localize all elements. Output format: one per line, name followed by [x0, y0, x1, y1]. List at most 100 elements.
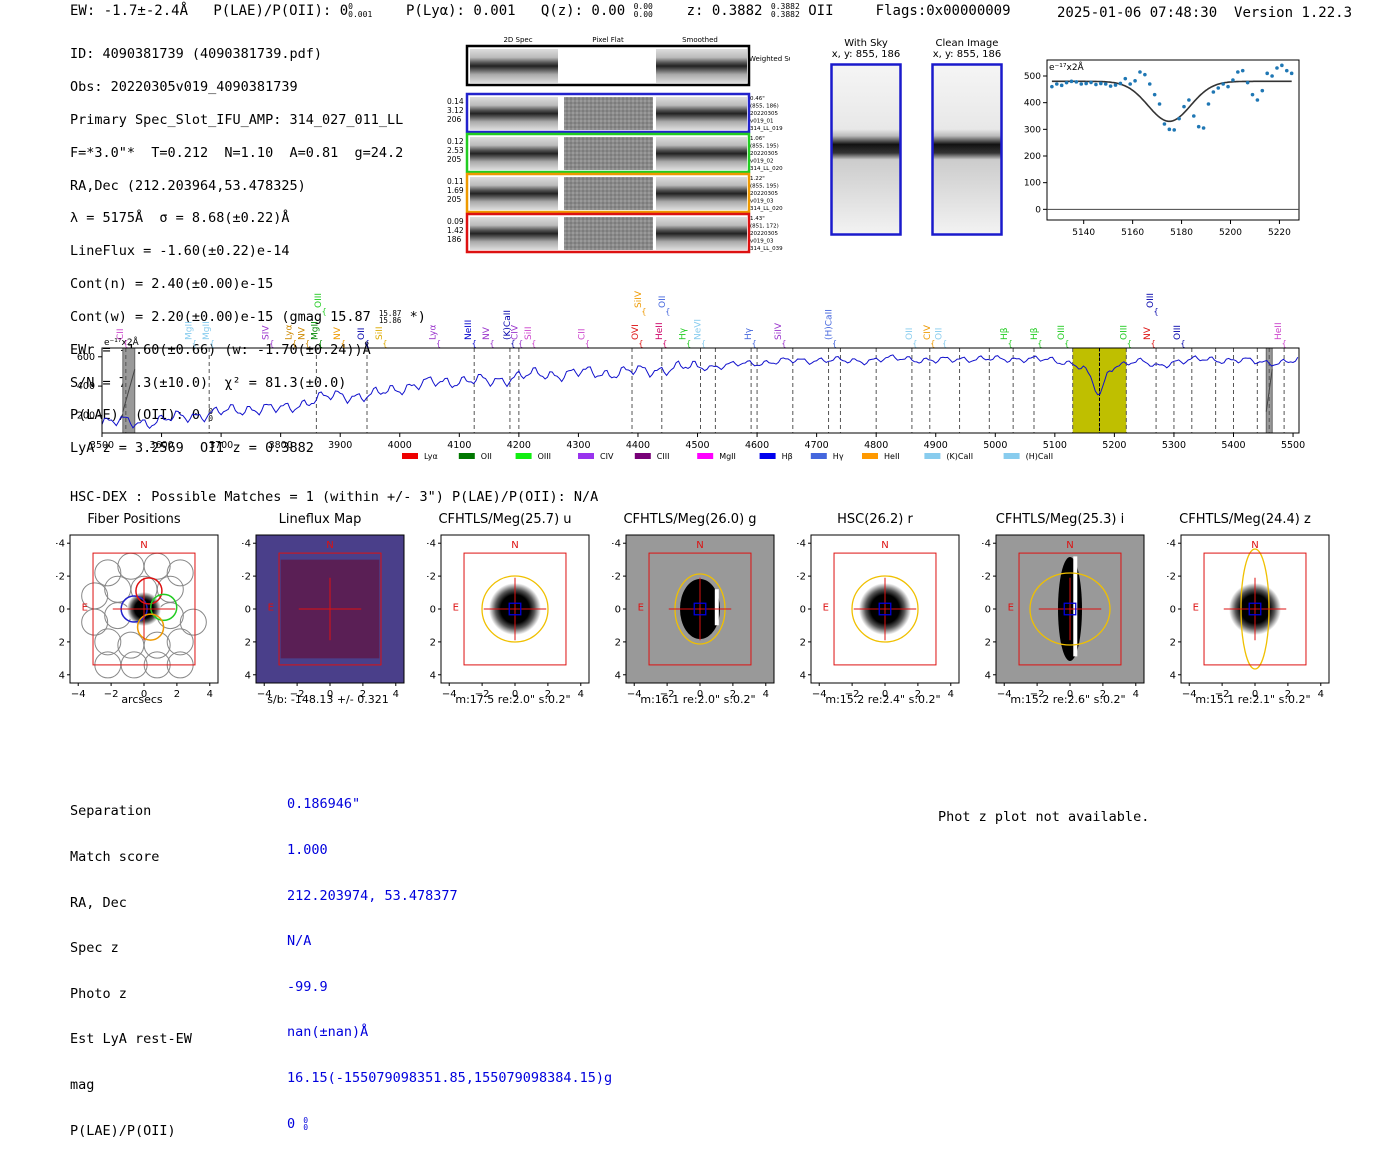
cutout-image: N E 4 −4 2 −2 0 0 −2 2 −4 4 [50, 534, 219, 700]
spec-line-marker: SIV [262, 325, 272, 340]
spec-xtick-label: 5300 [1162, 440, 1186, 451]
spec2d-row-right-label: 314_LL_039 [750, 246, 783, 252]
info-radec: RA,Dec (212.203964,53.478325) [70, 177, 306, 194]
spec-line-marker: SiIV [634, 290, 644, 308]
fit-data-point [1231, 78, 1235, 82]
cutout-ytick-label: 0 [1170, 605, 1176, 616]
spec-xtick-label: 5500 [1281, 440, 1305, 451]
spec-line-marker: Hγ [679, 327, 689, 340]
spec2d-col-smoothed: Smoothed [682, 36, 718, 44]
cutout-north-label: N [140, 540, 147, 551]
fiber-circle [143, 631, 171, 659]
cutout-ytick-label: −4 [797, 539, 806, 550]
fiber-red [135, 577, 163, 605]
cutout-xtick-label: 4 [1318, 689, 1324, 699]
cutout-xtick-label: 2 [915, 689, 921, 699]
cutout-xtick-label: 0 [141, 689, 147, 699]
spec2d-row-smooth [656, 137, 747, 170]
fiber-circle [166, 559, 194, 587]
spec-legend-label: (H)CaII [1026, 452, 1053, 461]
cutout-ytick-label: 2 [59, 637, 65, 648]
spec-line-marker-bracket: { [490, 339, 495, 348]
cutout-title: CFHTLS/Meg(25.7) u [438, 512, 572, 527]
fiber-circle [94, 628, 122, 656]
spec-line-marker: CII [116, 328, 126, 340]
header-right: 2025-01-06 07:48:30 Version 1.22.3 [1057, 5, 1352, 21]
match-label-score: Match score [70, 849, 160, 866]
fit-ytick-label: 300 [1024, 125, 1041, 135]
fit-data-point [1236, 70, 1240, 74]
match-value-ew: nan(±nan)Å [287, 1024, 369, 1041]
spec-legend-swatch [1003, 453, 1020, 459]
match-value-photoz: -99.9 [287, 978, 328, 995]
match-value-specz: N/A [287, 933, 312, 950]
cutout-ytick-label: 0 [800, 605, 806, 616]
spec-legend-swatch [810, 453, 827, 459]
spec-line-marker: OIII [1119, 325, 1129, 340]
spec-xtick-label: 3500 [90, 440, 114, 451]
spec2d-row-right-label: 1.43" [750, 216, 765, 222]
spec-line-marker: OII [935, 328, 945, 340]
spec-line-marker-bracket: { [585, 339, 590, 348]
match-labels: Separation Match score RA, Dec Spec z Ph… [70, 774, 192, 1154]
clean-xy: x, y: 855, 186 [932, 49, 1002, 60]
spec2d-row-smooth [656, 217, 747, 250]
match-value-separation: 0.186946" [287, 796, 361, 813]
cutout-search-box [648, 552, 752, 666]
cutout-ytick-label: 4 [245, 670, 251, 681]
fit-data-point [1284, 68, 1289, 73]
match-value-plae-sub: 0 [303, 1122, 309, 1132]
header-flags: Flags:0x00000009 [875, 3, 1011, 19]
spec-line-marker-bracket: { [1127, 339, 1132, 348]
fit-data-point [1211, 90, 1216, 94]
cutout-search-box [92, 552, 196, 666]
cutout-xtick-label: −2 [1215, 689, 1230, 699]
spec-line-marker-bracket: { [305, 339, 310, 348]
cutout-search-box [463, 552, 567, 666]
cutout-caption: m:15.2 re:2.6" s:0.2" [1010, 693, 1126, 706]
fit-data-point [1138, 70, 1142, 74]
cutout-xtick-label: 2 [545, 689, 551, 699]
cutout-ytick-label: −4 [427, 539, 436, 550]
cutout-search-box [833, 552, 937, 666]
cutout-search-box [1018, 552, 1122, 666]
header-plae: P(LAE)/P(OII): 0 [213, 3, 349, 19]
match-value-radec: 212.203974, 53.478377 [287, 887, 458, 904]
spec-xtick-label: 5000 [983, 440, 1007, 451]
with-sky-title: With Sky [844, 38, 888, 49]
fit-data-point [1260, 88, 1265, 93]
cutout-ytick-label: 4 [615, 670, 621, 681]
cutout-ytick-label: −2 [982, 572, 991, 583]
spec-legend-swatch [515, 453, 532, 459]
cutout-ytick-label: 4 [430, 670, 436, 681]
fiber-circle [94, 559, 122, 587]
spec2d-row-right-label: 1.22" [750, 176, 765, 182]
cutout-ytick-label: 4 [59, 670, 65, 681]
cutout-xtick-label: 4 [1133, 689, 1139, 699]
fit-units-label: e⁻¹⁷x2Å [1049, 61, 1085, 73]
cutout-match-box [1063, 602, 1077, 616]
spec-xtick-label: 4700 [805, 440, 829, 451]
cutout-xtick-label: 0 [1252, 689, 1258, 699]
spec2d-row-right-label: 314_LL_019 [750, 126, 783, 132]
cutout-xtick-label: 4 [207, 689, 213, 699]
spec2d-row-right-label: v019_02 [750, 159, 774, 165]
spec-line-marker-bracket: { [318, 339, 323, 348]
cutout-ytick-label: 2 [245, 637, 251, 648]
cutout-xtick-label: 2 [360, 689, 366, 699]
info-plae-sub: 0 [208, 414, 214, 424]
spec2d-row-raw [470, 177, 558, 210]
spec-legend-label: Hγ [833, 452, 844, 461]
spec-legend-label: HeII [884, 452, 900, 461]
cutout-ytick-label: 0 [615, 605, 621, 616]
spec-xtick-label: 4900 [924, 440, 948, 451]
cutout-image: N E 4 −4 2 −2 0 0 −2 2 −4 4 [976, 534, 1145, 700]
cutout-ytick-label: 2 [800, 637, 806, 648]
cutout-caption: m:15.1 re:2.1" s:0.2" [1195, 693, 1311, 706]
spec-xtick-label: 5400 [1221, 440, 1245, 451]
cutout-xtick-label: 0 [882, 689, 888, 699]
